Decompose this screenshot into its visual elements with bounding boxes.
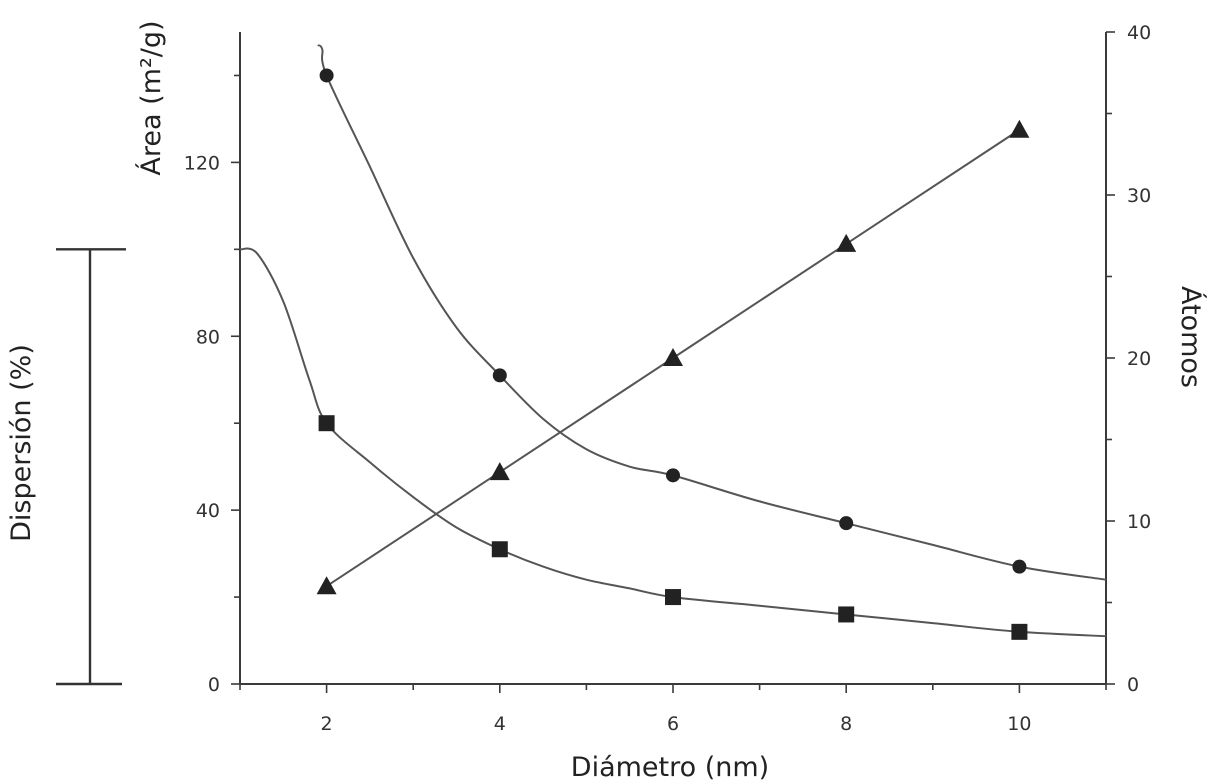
series-markers <box>316 68 1030 640</box>
x-tick-label: 10 <box>1007 713 1031 735</box>
y-right-tick-label: 10 <box>1127 511 1151 533</box>
y-left-tick-label: 80 <box>196 326 220 348</box>
x-tick-label: 4 <box>494 713 506 735</box>
data-point-square <box>665 589 681 606</box>
y-axis-left-title: Área (m²/g) <box>135 20 167 175</box>
dispersion-bracket <box>56 248 126 686</box>
data-point-triangle <box>489 462 510 481</box>
y-left-tick-label: 120 <box>184 152 220 174</box>
data-point-circle <box>1012 559 1027 574</box>
y-axis-dispersion-title: Dispersión (%) <box>6 344 37 542</box>
data-point-triangle <box>1009 119 1030 138</box>
x-tick-label: 8 <box>840 713 852 735</box>
y-right-tick-label: 20 <box>1127 348 1151 370</box>
data-point-square <box>1011 623 1028 640</box>
x-tick-label: 6 <box>667 713 679 735</box>
y-axis-right-title: Átomos <box>1175 286 1207 388</box>
data-point-circle <box>492 368 507 383</box>
y-right-tick-label: 0 <box>1127 674 1139 696</box>
data-point-square <box>318 415 335 432</box>
x-axis-title: Diámetro (nm) <box>571 752 769 783</box>
data-point-triangle <box>663 348 683 366</box>
y-right-tick-label: 30 <box>1127 185 1151 207</box>
series-curves <box>239 44 1107 638</box>
series-curve-circle <box>317 44 1107 581</box>
data-point-circle <box>839 516 854 531</box>
axes: 2 4 6 8 10 0 40 80 120 0 10 20 30 40 <box>184 22 1151 735</box>
data-point-triangle <box>316 576 337 595</box>
data-point-square <box>491 541 508 558</box>
series-curve-square <box>239 247 1107 638</box>
y-left-tick-label: 40 <box>196 500 220 522</box>
y-right-tick-label: 40 <box>1127 22 1151 44</box>
data-point-circle <box>666 468 680 483</box>
x-tick-label: 2 <box>321 713 333 735</box>
data-point-square <box>838 606 855 623</box>
data-point-triangle <box>836 233 857 252</box>
data-point-circle <box>319 68 334 83</box>
y-left-tick-label: 0 <box>208 674 220 696</box>
